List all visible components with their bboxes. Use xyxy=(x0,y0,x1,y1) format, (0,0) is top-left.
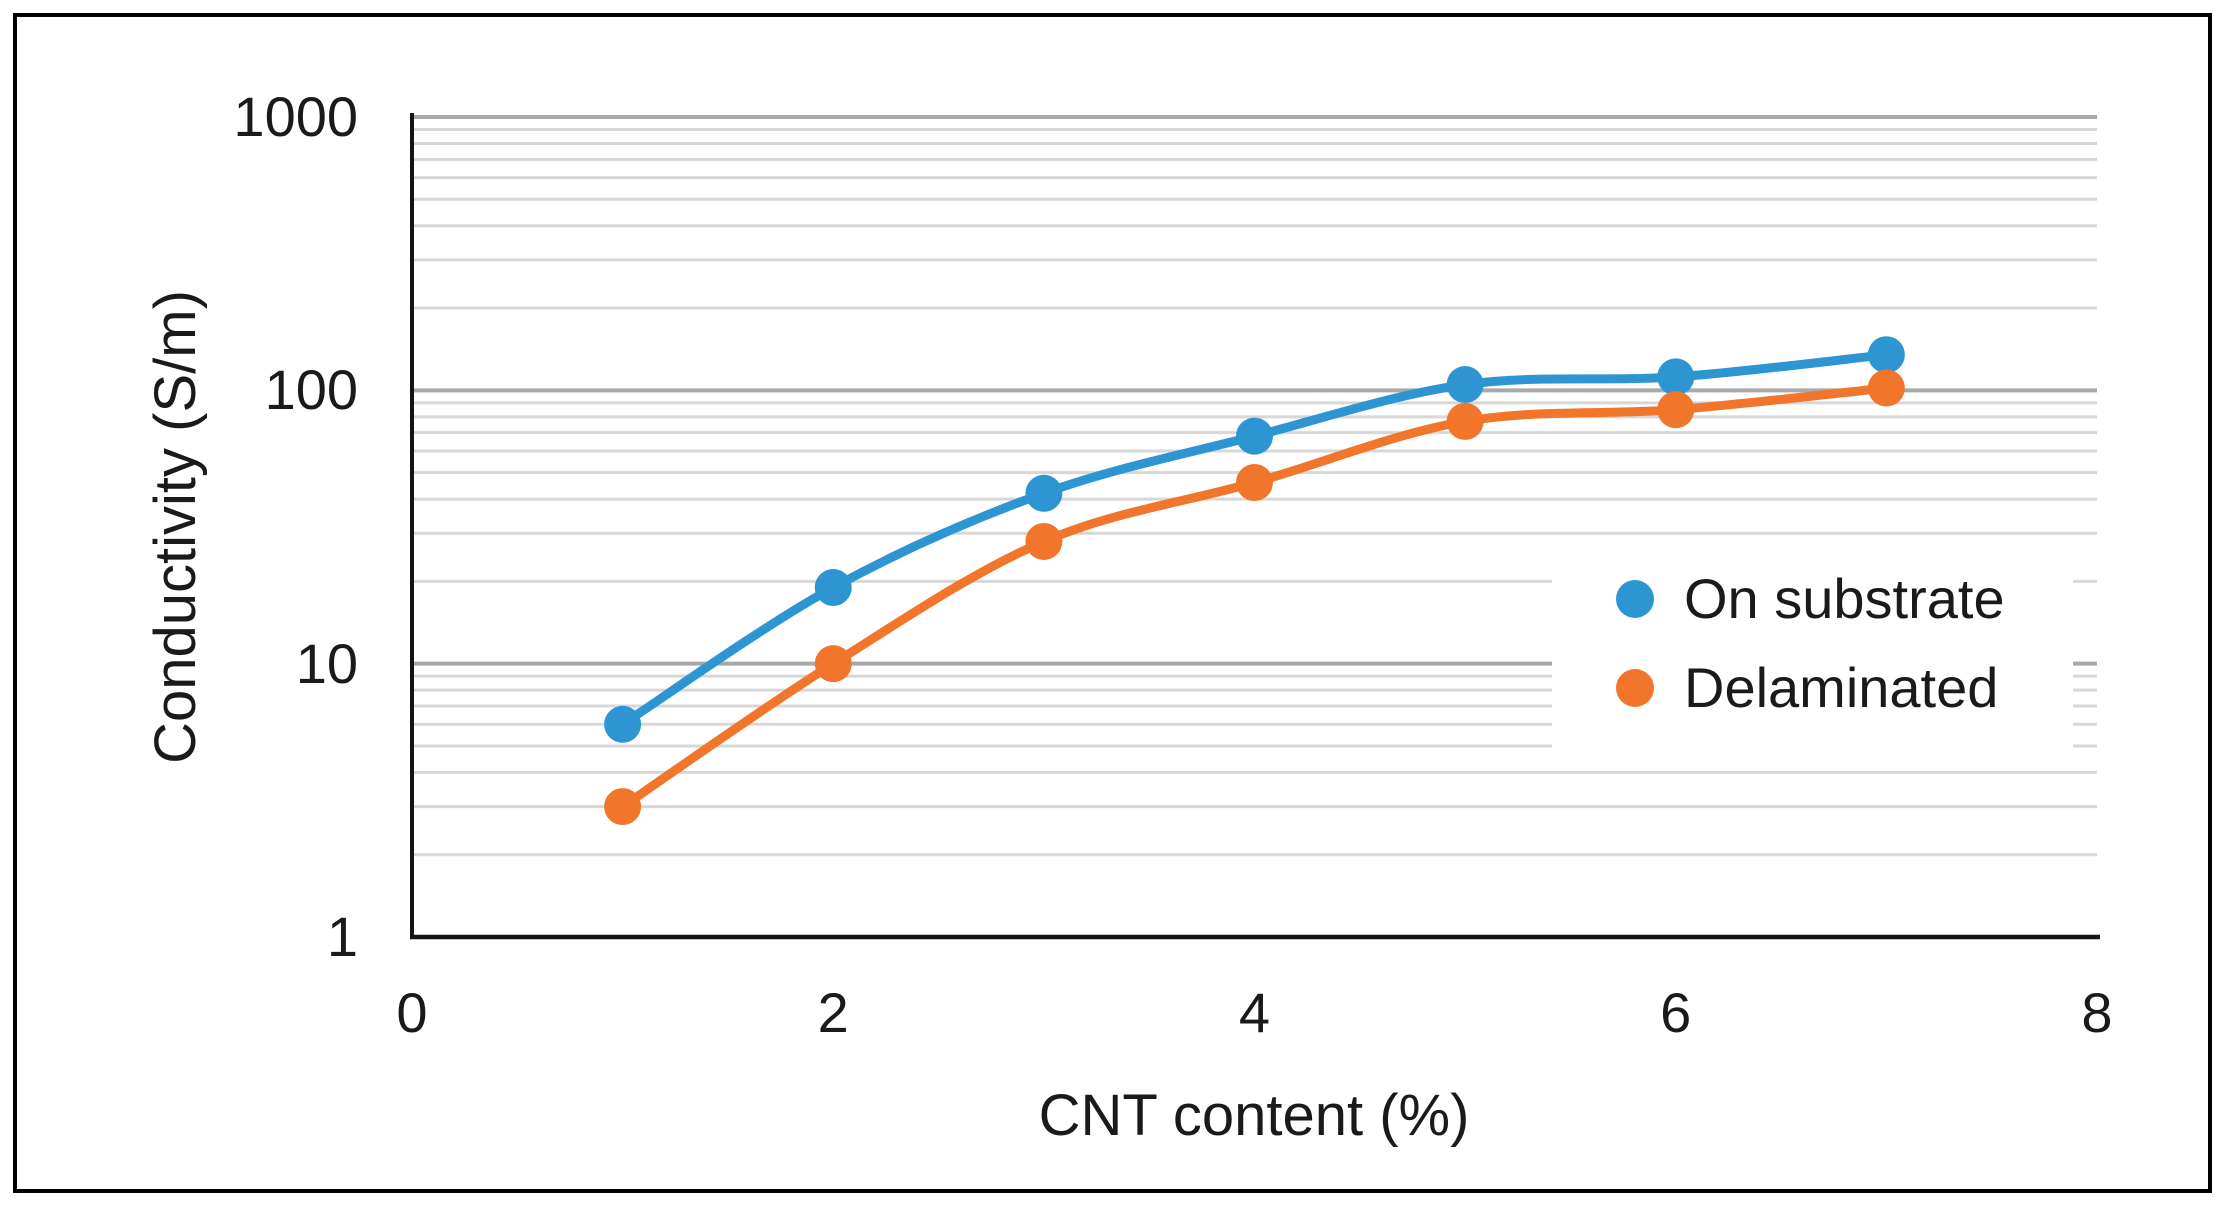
series-marker-icon xyxy=(1616,668,1654,707)
series-marker-icon xyxy=(1616,579,1654,618)
x-axis-title: CNT content (%) xyxy=(1038,1083,1470,1148)
y-tick-label: 100 xyxy=(264,358,358,422)
data-point xyxy=(1236,464,1273,502)
data-point xyxy=(814,568,852,606)
x-tick-label: 8 xyxy=(2081,981,2113,1044)
data-point xyxy=(1446,402,1484,440)
data-point xyxy=(1236,417,1273,455)
data-point xyxy=(1657,358,1695,396)
data-point xyxy=(604,788,642,826)
x-tick-label: 4 xyxy=(1238,981,1271,1044)
legend: On substrate Delaminated xyxy=(1552,540,2073,750)
x-tick-label: 6 xyxy=(1660,981,1692,1044)
y-axis-title: Conductivity (S/m) xyxy=(143,290,208,764)
x-tick-label: 2 xyxy=(817,981,849,1044)
data-point xyxy=(604,705,642,743)
data-point xyxy=(1025,474,1063,512)
data-point xyxy=(1867,336,1905,374)
y-tick-label: 10 xyxy=(295,631,358,695)
data-point xyxy=(1657,391,1695,429)
data-point xyxy=(1446,366,1484,404)
y-tick-label: 1 xyxy=(326,905,358,968)
legend-item: On substrate xyxy=(1552,554,2073,643)
data-point xyxy=(1867,369,1905,407)
legend-item-label: On substrate xyxy=(1684,566,2005,630)
legend-item: Delaminated xyxy=(1552,643,2073,732)
y-tick-label: 1000 xyxy=(233,85,358,148)
legend-item-label: Delaminated xyxy=(1684,655,1999,719)
data-point xyxy=(1025,522,1063,560)
x-tick-label: 0 xyxy=(396,981,428,1044)
data-point xyxy=(814,645,852,683)
